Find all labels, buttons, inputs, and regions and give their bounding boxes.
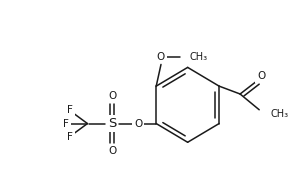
Text: CH₃: CH₃ <box>271 109 289 119</box>
Text: O: O <box>108 91 117 101</box>
Text: O: O <box>257 71 265 81</box>
Text: CH₃: CH₃ <box>190 52 208 61</box>
Text: F: F <box>63 119 69 129</box>
Text: F: F <box>67 105 73 115</box>
Text: O: O <box>108 146 117 156</box>
Text: S: S <box>108 117 117 130</box>
Text: F: F <box>67 132 73 142</box>
Text: O: O <box>157 52 165 61</box>
Text: O: O <box>134 119 142 129</box>
